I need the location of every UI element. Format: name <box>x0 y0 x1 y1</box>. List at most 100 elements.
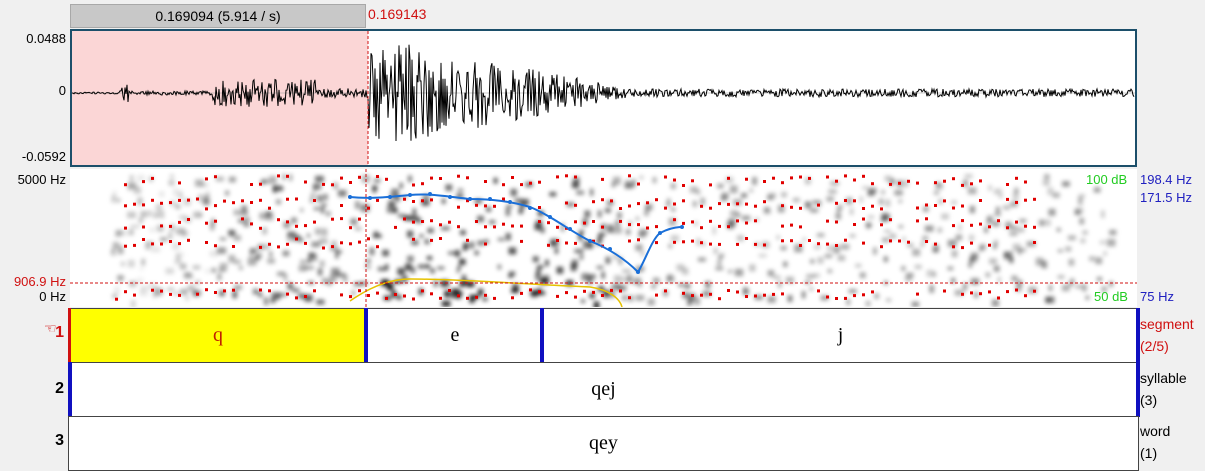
interval-e[interactable]: e <box>450 324 460 346</box>
spectrogram-energy-cell <box>678 283 684 287</box>
spectrogram-energy-cell <box>837 255 846 261</box>
formant-dot <box>250 222 253 226</box>
spectrogram-energy-cell <box>130 224 140 229</box>
spectrogram-energy-cell <box>884 175 892 182</box>
spectrogram-energy-cell <box>477 215 484 223</box>
spectrogram-energy-cell <box>550 238 559 247</box>
spectrogram-energy-cell <box>112 294 117 298</box>
boundary-end[interactable] <box>1136 308 1140 363</box>
formant-dot <box>214 175 217 179</box>
syllable-boundary-start[interactable] <box>68 362 72 417</box>
spectrogram-energy-cell <box>149 227 156 233</box>
boundary-start[interactable] <box>68 308 71 363</box>
formant-dot <box>214 204 217 208</box>
formant-dot <box>169 240 172 243</box>
spectrogram-energy-cell <box>342 274 348 283</box>
interval-q[interactable]: q <box>69 309 367 362</box>
formant-dot <box>511 296 514 300</box>
selection-duration-bar[interactable]: 0.169094 (5.914 / s) <box>70 4 366 28</box>
spectrogram-energy-cell <box>862 186 869 190</box>
spectrogram-energy-cell <box>215 176 224 182</box>
formant-dot <box>952 224 955 228</box>
spectrogram-energy-cell <box>1011 275 1018 282</box>
syllable-boundary-end[interactable] <box>1136 362 1140 417</box>
spectrogram-energy-cell <box>537 287 542 293</box>
tier-segment[interactable]: q e j <box>68 308 1139 363</box>
spectrogram-energy-cell <box>605 256 611 264</box>
formant-dot <box>556 239 559 242</box>
interval-qej[interactable]: qej <box>591 378 616 400</box>
interval-qey[interactable]: qey <box>589 432 618 454</box>
tier-word[interactable]: qey <box>68 416 1139 471</box>
spectrogram-energy-cell <box>424 264 430 269</box>
spectrogram-panel[interactable] <box>70 169 1137 307</box>
spectrogram-energy-cell <box>633 277 642 285</box>
tier-syllable[interactable]: qej <box>68 362 1139 417</box>
spectrogram-energy-cell <box>886 298 892 302</box>
formant-dot <box>295 197 298 201</box>
spectrogram-energy-cell <box>663 290 668 297</box>
spectrogram-energy-cell <box>689 186 698 193</box>
formant-dot <box>286 242 289 246</box>
waveform-panel[interactable] <box>70 29 1137 167</box>
spectrogram-energy-cell <box>1068 258 1075 266</box>
interval-j[interactable]: j <box>837 324 844 346</box>
spectrogram-energy-cell <box>133 186 142 194</box>
spectrogram-energy-cell <box>584 210 591 218</box>
formant-dot <box>241 217 244 221</box>
spectrogram-energy-cell <box>320 206 325 214</box>
spectrogram-energy-cell <box>969 205 975 214</box>
spectrogram-energy-cell <box>299 237 304 243</box>
spectrogram-energy-cell <box>160 210 165 219</box>
spectrogram-energy-cell <box>1080 238 1086 244</box>
formant-dot <box>835 201 838 205</box>
spectrogram-energy-cell <box>1085 295 1090 300</box>
formant-dot <box>790 176 793 180</box>
boundary-e-j[interactable] <box>540 308 544 363</box>
formant-dot <box>844 199 847 202</box>
tier-1-name: segment (2/5) <box>1140 313 1194 357</box>
formant-dot <box>457 294 460 298</box>
spectrogram-energy-cell <box>905 276 913 282</box>
spectrogram-energy-cell <box>620 276 629 282</box>
formant-dot <box>295 237 298 241</box>
formant-dot <box>700 293 703 297</box>
spectrogram-energy-cell <box>549 192 557 197</box>
boundary-q-e[interactable] <box>364 308 368 363</box>
spectrogram-energy-cell <box>267 258 275 264</box>
spectrogram-energy-cell <box>195 179 204 187</box>
formant-dot <box>592 239 595 243</box>
spectrogram-energy-cell <box>627 274 632 283</box>
formant-dot <box>583 221 586 225</box>
spectrogram-energy-cell <box>129 280 137 287</box>
formant-dot <box>178 181 181 185</box>
spectrogram-energy-cell <box>849 208 854 215</box>
formant-dot <box>889 182 892 186</box>
formant-dot <box>943 179 946 183</box>
spectrogram-energy-cell <box>139 267 144 271</box>
spectrogram-energy-cell <box>469 294 479 300</box>
spectrogram-energy-cell <box>1078 194 1086 198</box>
spectrogram-energy-cell <box>561 223 565 232</box>
formant-dot <box>862 217 865 221</box>
spectrogram-energy-cell <box>218 267 227 272</box>
spectrogram-energy-cell <box>136 174 145 182</box>
spectrogram-energy-cell <box>969 256 977 263</box>
spectrogram-energy-cell <box>311 241 320 248</box>
spectrogram-energy-cell <box>806 274 815 279</box>
formant-dot <box>655 225 658 229</box>
spectrogram-energy-cell <box>670 183 676 189</box>
pitch-cursor-label: 171.5 Hz <box>1140 190 1193 205</box>
spectrogram-energy-cell <box>813 244 821 250</box>
formant-dot <box>682 199 685 203</box>
spectrogram-energy-cell <box>666 275 675 283</box>
spectrogram-energy-cell <box>597 210 602 218</box>
tier-3-count: (1) <box>1140 445 1158 461</box>
spectrogram-energy-cell <box>535 272 541 281</box>
formant-dot <box>304 180 307 184</box>
spectrogram-energy-cell <box>217 273 222 281</box>
spectrogram-energy-cell <box>331 240 337 247</box>
spectrogram-energy-cell <box>785 276 794 284</box>
spectrogram-energy-cell <box>614 220 620 229</box>
formant-dot <box>862 207 865 210</box>
